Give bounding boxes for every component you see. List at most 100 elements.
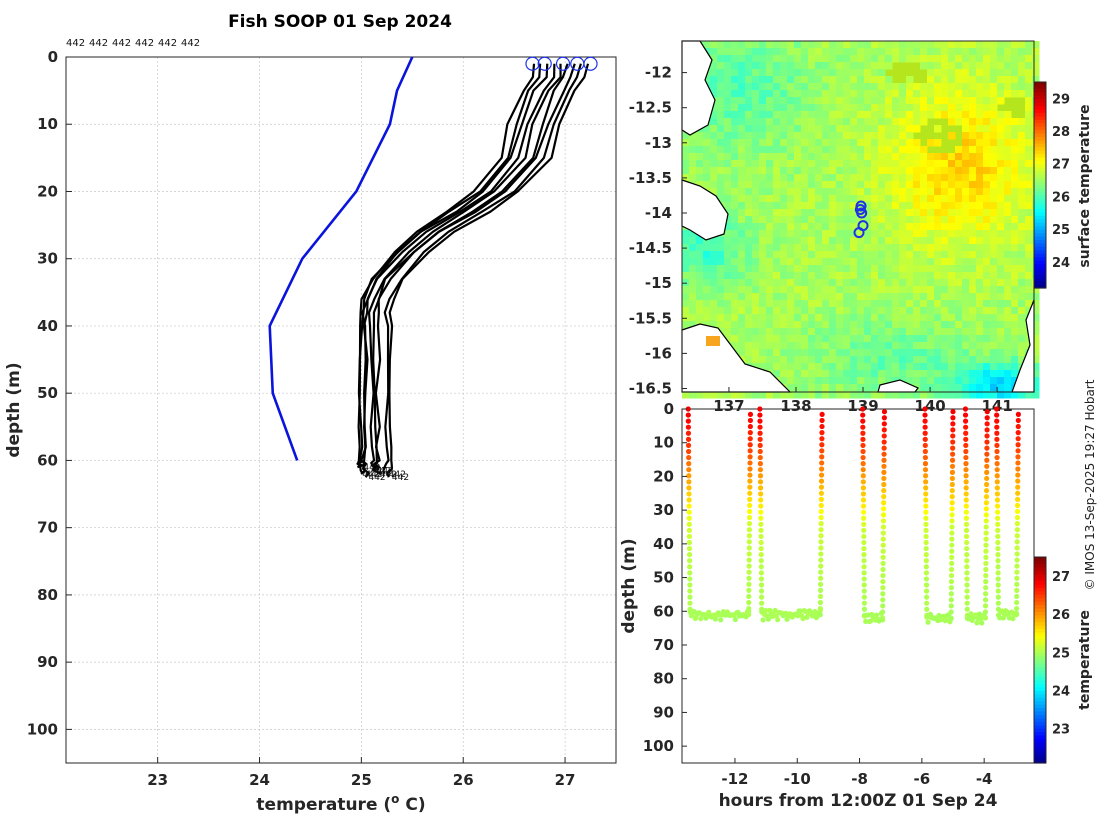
sst-cell <box>1004 83 1012 91</box>
sst-cell <box>1025 83 1033 91</box>
sst-cell <box>759 279 767 287</box>
sst-cell <box>892 55 900 63</box>
sst-cell <box>941 41 949 49</box>
sst-cell <box>752 55 760 63</box>
sst-cell <box>1025 342 1033 350</box>
sst-cell <box>724 125 732 133</box>
sst-cell <box>703 174 711 182</box>
sst-cell <box>829 237 837 245</box>
sst-cell <box>738 335 746 343</box>
sst-cell <box>773 41 781 49</box>
colorbar-swatch <box>1034 209 1046 214</box>
sst-cell <box>941 104 949 112</box>
sst-cell <box>752 391 760 399</box>
sst-cell <box>766 48 774 56</box>
sst-cell <box>745 69 753 77</box>
sst-cell <box>724 321 732 329</box>
sst-cell <box>780 335 788 343</box>
sst-cell <box>850 342 858 350</box>
sst-cell <box>843 293 851 301</box>
colorbar-swatch <box>1034 167 1046 172</box>
sst-cell <box>997 328 1005 336</box>
sst-cell <box>780 83 788 91</box>
section-data-point <box>995 588 1001 594</box>
sst-cell <box>801 202 809 210</box>
sst-cell <box>1025 272 1033 280</box>
sst-cell <box>717 188 725 196</box>
section-data-point <box>746 551 752 557</box>
section-data-point <box>819 460 825 466</box>
sst-cell <box>955 384 963 392</box>
colorbar-swatch <box>1034 598 1046 603</box>
sst-cell <box>983 328 991 336</box>
sst-cell <box>738 62 746 70</box>
sst-cell <box>1011 167 1019 175</box>
sst-cell <box>745 125 753 133</box>
sst-cell <box>892 104 900 112</box>
sst-cell <box>738 90 746 98</box>
section-data-point <box>860 503 867 509</box>
sst-cell <box>969 118 977 126</box>
sst-cell <box>969 342 977 350</box>
sst-cell <box>724 293 732 301</box>
section-data-point <box>860 509 867 515</box>
sst-cell <box>1004 62 1012 70</box>
sst-cell <box>1011 314 1019 322</box>
sst-cell <box>808 356 816 364</box>
sst-cell <box>829 153 837 161</box>
sst-cell <box>808 160 816 168</box>
sst-cell <box>948 314 956 322</box>
section-data-point <box>759 600 765 606</box>
sst-cell <box>794 223 802 231</box>
section-data-point <box>757 485 764 491</box>
sst-cell <box>843 258 851 266</box>
section-data-point <box>686 491 692 497</box>
sst-cell <box>906 153 914 161</box>
sst-cell <box>689 286 697 294</box>
sst-cell <box>892 132 900 140</box>
sst-cell <box>1011 321 1019 329</box>
sst-cell <box>1025 307 1033 315</box>
sst-cell <box>710 111 718 119</box>
sst-cell <box>948 223 956 231</box>
sst-cell <box>836 97 844 105</box>
sst-cell <box>731 195 739 203</box>
sst-cell <box>976 363 984 371</box>
sst-cell <box>934 160 942 168</box>
sst-cell <box>864 83 872 91</box>
sst-cell <box>983 118 991 126</box>
section-data-point <box>964 594 970 600</box>
sst-cell <box>822 69 830 77</box>
sst-cell <box>871 356 879 364</box>
sst-cell <box>731 174 739 182</box>
section-data-point <box>1015 478 1021 484</box>
map-ytick-label: -13.5 <box>629 169 672 187</box>
sst-cell <box>843 181 851 189</box>
sst-cell <box>731 216 739 224</box>
sst-cell <box>990 223 998 231</box>
sst-cell <box>759 48 767 56</box>
sst-cell <box>955 188 963 196</box>
section-data-point <box>982 615 989 621</box>
sst-cell <box>766 153 774 161</box>
section-data-point <box>818 472 825 478</box>
sst-cell <box>801 104 809 112</box>
sst-cell <box>780 90 788 98</box>
sst-cell <box>927 62 935 70</box>
section-data-point <box>747 484 753 490</box>
sst-cell <box>934 279 942 287</box>
sst-cell <box>899 230 907 238</box>
section-data-point <box>757 448 763 455</box>
sst-cell <box>885 188 893 196</box>
colorbar-swatch <box>1034 653 1046 658</box>
sst-cell <box>794 335 802 343</box>
sst-cell <box>983 55 991 63</box>
sst-cell <box>864 342 872 350</box>
section-data-point <box>818 545 824 551</box>
sst-cell <box>794 216 802 224</box>
sst-cell <box>948 342 956 350</box>
sst-cell <box>738 174 746 182</box>
section-data-point <box>686 527 692 533</box>
sst-cell <box>906 342 914 350</box>
section-data-point <box>687 594 693 600</box>
